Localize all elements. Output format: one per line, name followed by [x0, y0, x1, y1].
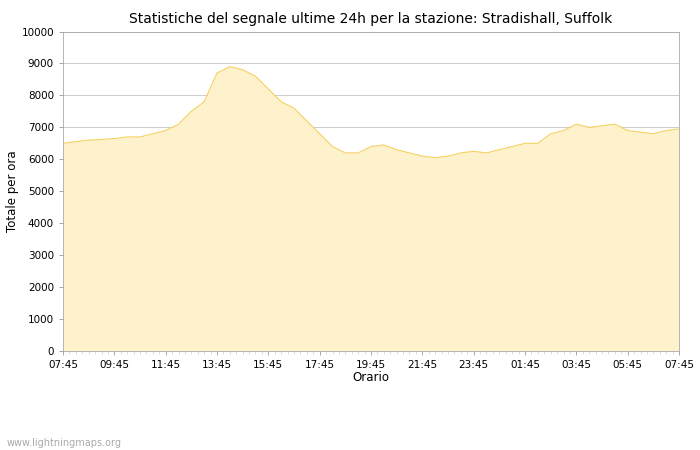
Title: Statistiche del segnale ultime 24h per la stazione: Stradishall, Suffolk: Statistiche del segnale ultime 24h per l…	[130, 12, 612, 26]
X-axis label: Orario: Orario	[353, 371, 389, 384]
Legend: Media segnale per stazione, Segnale stazione: Stradishall, Suffolk: Media segnale per stazione, Segnale staz…	[144, 446, 598, 450]
Text: www.lightningmaps.org: www.lightningmaps.org	[7, 438, 122, 448]
Y-axis label: Totale per ora: Totale per ora	[6, 150, 19, 232]
